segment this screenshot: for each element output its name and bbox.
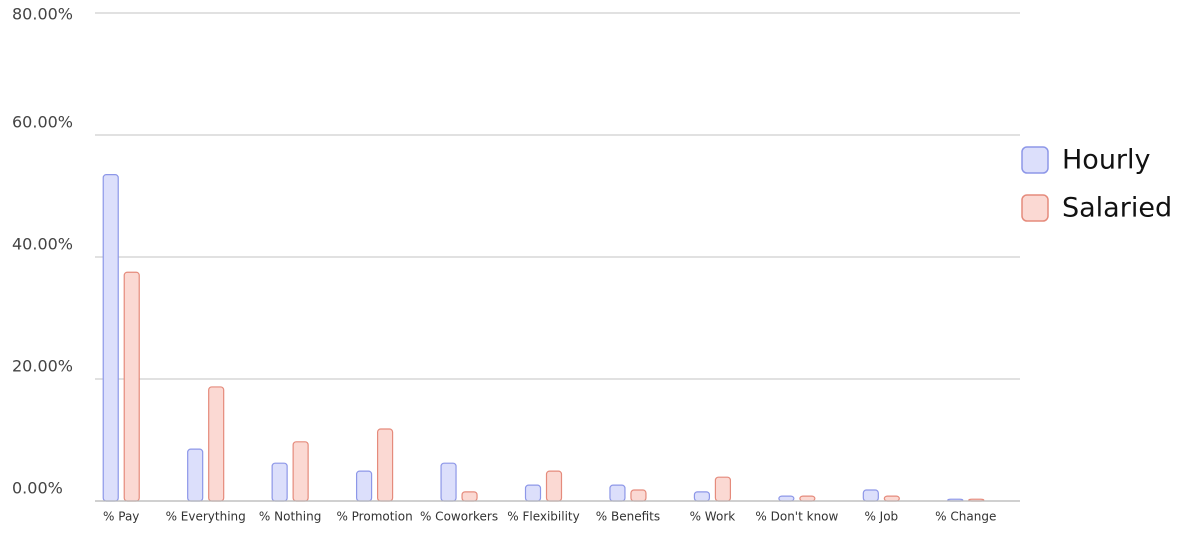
- bar: [376, 428, 394, 502]
- x-tick-label: % Pay: [103, 510, 139, 524]
- bar: [693, 491, 711, 502]
- legend-label: Hourly: [1062, 145, 1151, 176]
- x-tick-label: % Benefits: [596, 510, 660, 524]
- bar: [461, 491, 478, 502]
- bar: [208, 386, 225, 502]
- bar: [292, 441, 309, 502]
- legend-swatch: [1021, 146, 1049, 174]
- x-tick-label: % Don't know: [755, 510, 838, 524]
- x-tick-label: % Work: [690, 510, 736, 524]
- bar: [630, 489, 647, 502]
- bar: [609, 484, 626, 502]
- bar: [862, 489, 879, 502]
- bar: [778, 495, 795, 502]
- y-tick-label: 60.00%: [12, 113, 73, 132]
- bar: [524, 484, 542, 502]
- bar: [355, 470, 373, 502]
- legend-swatch: [1021, 194, 1049, 222]
- x-tick-label: % Job: [864, 510, 898, 524]
- bar: [123, 271, 140, 502]
- legend-label: Salaried: [1062, 193, 1172, 224]
- bar: [799, 495, 816, 502]
- x-tick-label: % Everything: [166, 510, 246, 524]
- y-tick-label: 0.00%: [12, 479, 63, 498]
- x-tick-label: % Nothing: [259, 510, 321, 524]
- bar: [187, 448, 204, 502]
- bar: [545, 470, 563, 502]
- x-tick-label: % Coworkers: [420, 510, 498, 524]
- x-tick-label: % Flexibility: [507, 510, 580, 524]
- bar: [883, 495, 900, 502]
- bar: [102, 174, 119, 502]
- bar: [271, 462, 288, 502]
- y-tick-label: 20.00%: [12, 357, 73, 376]
- y-tick-label: 80.00%: [12, 5, 73, 24]
- x-tick-label: % Promotion: [336, 510, 412, 524]
- bar: [714, 476, 732, 502]
- bar: [440, 462, 457, 502]
- y-tick-label: 40.00%: [12, 235, 73, 254]
- x-tick-label: % Change: [935, 510, 996, 524]
